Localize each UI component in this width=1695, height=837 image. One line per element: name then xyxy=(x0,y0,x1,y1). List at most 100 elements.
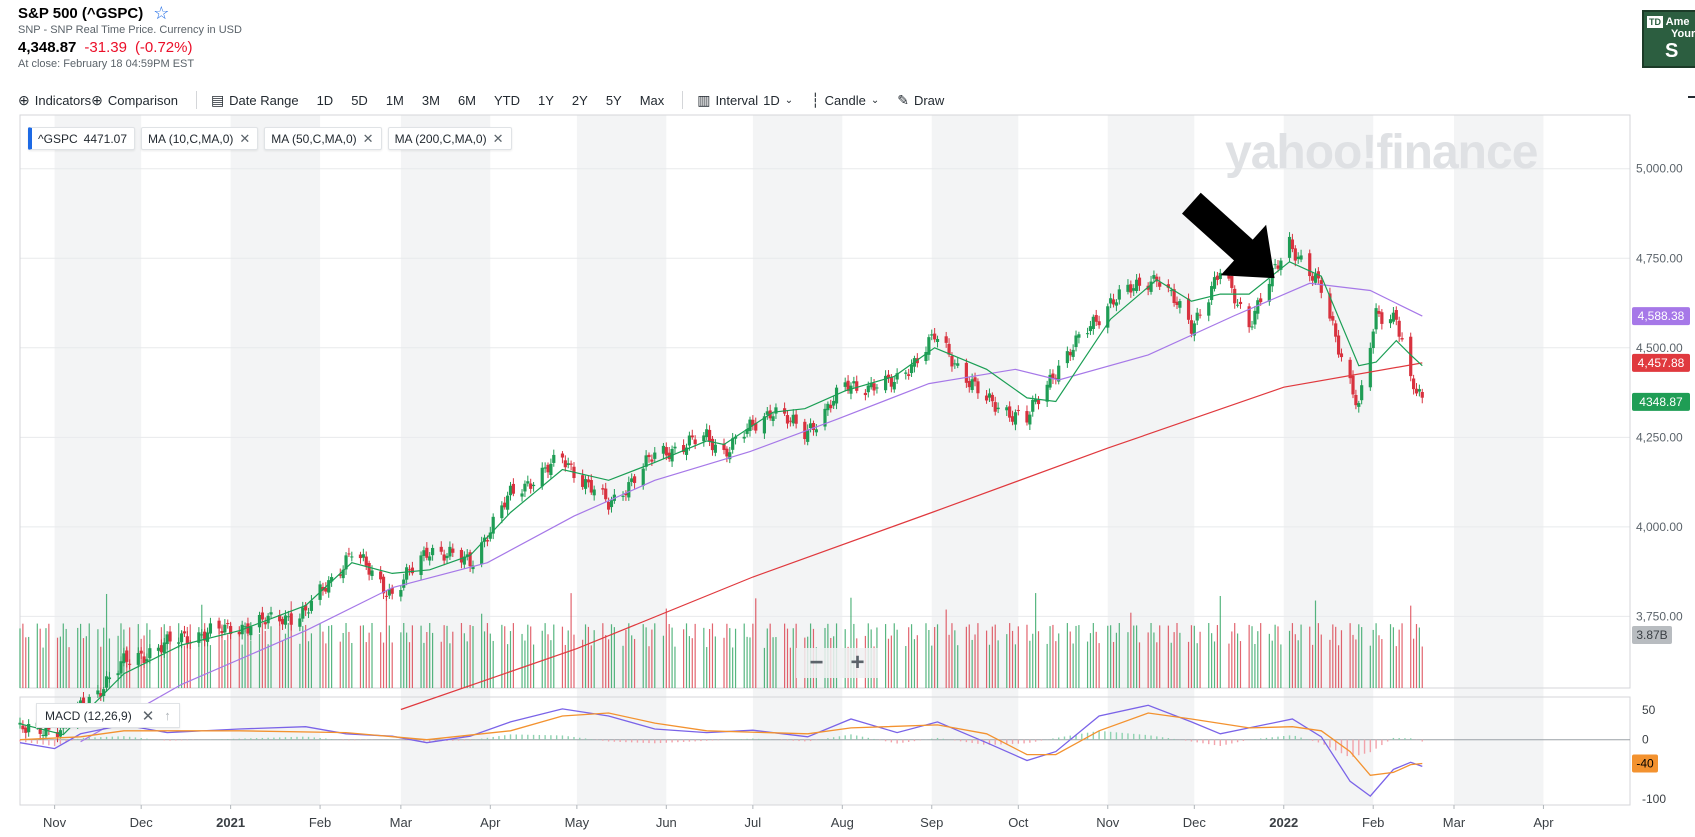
candle-body xyxy=(500,505,504,519)
date-range-button[interactable]: ▤ Date Range xyxy=(211,92,299,109)
x-tick-label: Jul xyxy=(745,815,762,830)
candle-body xyxy=(1227,275,1231,279)
candle-body xyxy=(145,659,149,662)
interval-dropdown[interactable]: ▥ Interval 1D ⌄ xyxy=(697,92,793,109)
candle-body xyxy=(1348,359,1352,379)
range-1y[interactable]: 1Y xyxy=(538,92,554,108)
macd-tag[interactable]: MACD (12,26,9) ✕ ↑ xyxy=(36,703,180,728)
range-2y[interactable]: 2Y xyxy=(571,92,588,108)
volume-bar xyxy=(1017,626,1019,688)
candle-body xyxy=(327,580,331,593)
candle-body xyxy=(829,404,833,409)
volume-bar xyxy=(908,627,910,688)
candle-body xyxy=(909,364,914,374)
macd-histogram-bar xyxy=(971,739,973,743)
overlay-tag-ma10[interactable]: MA (10,C,MA,0) ✕ xyxy=(141,127,259,150)
volume-bar xyxy=(573,634,575,688)
macd-histogram-bar xyxy=(936,737,939,740)
overlay-tag-ma200[interactable]: MA (200,C,MA,0) ✕ xyxy=(387,127,512,150)
macd-histogram-bar xyxy=(1184,739,1187,741)
candle-body xyxy=(745,428,749,434)
close-icon[interactable]: ✕ xyxy=(239,130,251,146)
candle-body xyxy=(967,380,971,388)
candle-body xyxy=(627,482,631,498)
candle-body xyxy=(1169,290,1173,292)
range-3m[interactable]: 3M xyxy=(421,92,440,108)
range-max[interactable]: Max xyxy=(639,92,665,108)
candle-body xyxy=(1354,394,1358,406)
indicators-button[interactable]: ⊕ Indicators xyxy=(18,92,91,109)
volume-bar xyxy=(186,626,188,688)
range-1d[interactable]: 1D xyxy=(316,92,334,108)
volume-bar xyxy=(380,632,382,688)
macd-histogram-bar xyxy=(1334,739,1337,751)
close-icon[interactable]: ✕ xyxy=(492,130,504,146)
candle-body xyxy=(1412,378,1416,390)
macd-histogram-bar xyxy=(636,739,639,743)
candle-body xyxy=(852,381,856,384)
arrow-up-icon[interactable]: ↑ xyxy=(164,708,171,723)
candle-body xyxy=(889,377,893,387)
macd-histogram-bar xyxy=(1294,735,1297,740)
volume-bar xyxy=(584,624,587,688)
volume-bar xyxy=(1418,627,1420,688)
calendar-icon: ▤ xyxy=(210,91,225,108)
candle-body xyxy=(526,481,530,484)
volume-bar xyxy=(662,635,665,688)
volume-bar xyxy=(1228,643,1230,688)
x-tick-label: Nov xyxy=(1096,815,1120,830)
candle-body xyxy=(690,435,694,438)
x-tick-label: Mar xyxy=(390,815,413,830)
zoom-out-icon[interactable]: − xyxy=(809,649,824,676)
chart-type-dropdown[interactable]: ┆ Candle ⌄ xyxy=(811,92,879,109)
candle-body xyxy=(589,480,593,493)
overlay-symbol-value: 4471.07 xyxy=(83,131,128,146)
candle-body xyxy=(119,661,123,674)
macd-histogram-bar xyxy=(48,739,50,746)
range-ytd[interactable]: YTD xyxy=(494,92,520,108)
candle-body xyxy=(748,419,752,431)
comparison-button[interactable]: ⊕ Comparison xyxy=(91,92,178,109)
zoom-in-icon[interactable]: + xyxy=(850,649,865,676)
macd-histogram-bar xyxy=(30,739,33,744)
close-icon[interactable]: ✕ xyxy=(362,130,374,146)
candle-body xyxy=(324,587,328,592)
volume-bar xyxy=(763,647,766,688)
volume-bar xyxy=(65,628,67,688)
candle-body xyxy=(1409,336,1413,377)
volume-bar xyxy=(22,623,24,688)
range-5d[interactable]: 5D xyxy=(351,92,368,108)
volume-bar xyxy=(1211,633,1213,688)
candle-body xyxy=(543,467,547,469)
candle-body xyxy=(306,612,311,614)
quote-subtitle: SNP - SNP Real Time Price. Currency in U… xyxy=(18,24,242,36)
candle-body xyxy=(1109,298,1113,304)
close-icon[interactable]: ✕ xyxy=(141,707,155,725)
draw-button[interactable]: ✎ Draw xyxy=(897,92,944,109)
macd-histogram-bar xyxy=(123,736,125,740)
star-icon[interactable]: ☆ xyxy=(153,3,170,23)
candle-body xyxy=(445,555,449,559)
range-5y[interactable]: 5Y xyxy=(605,92,622,108)
month-shade xyxy=(1283,115,1374,805)
candle-body xyxy=(1172,289,1176,304)
overlay-tag-ma50[interactable]: MA (50,C,MA,0) ✕ xyxy=(264,127,382,150)
overlay-tag-symbol[interactable]: ^GSPC 4471.07 xyxy=(28,127,136,150)
candle-body xyxy=(1189,320,1194,334)
candle-body xyxy=(684,447,689,455)
range-1m[interactable]: 1M xyxy=(385,92,404,108)
volume-bar xyxy=(1389,624,1392,688)
volume-bar xyxy=(1216,625,1219,688)
range-6m[interactable]: 6M xyxy=(457,92,476,108)
volume-bar xyxy=(388,625,390,688)
month-shade xyxy=(752,115,843,805)
overlay-symbol-label: ^GSPC xyxy=(38,131,78,146)
macd-histogram-bar xyxy=(844,735,846,740)
collapse-handle[interactable] xyxy=(1688,96,1695,98)
ad-banner[interactable]: TD Ame Your S xyxy=(1642,10,1695,68)
macd-histogram-bar xyxy=(515,734,517,740)
volume-bar xyxy=(608,639,610,688)
volume-bar xyxy=(258,634,261,688)
macd-badge-label: -40 xyxy=(1636,756,1654,770)
